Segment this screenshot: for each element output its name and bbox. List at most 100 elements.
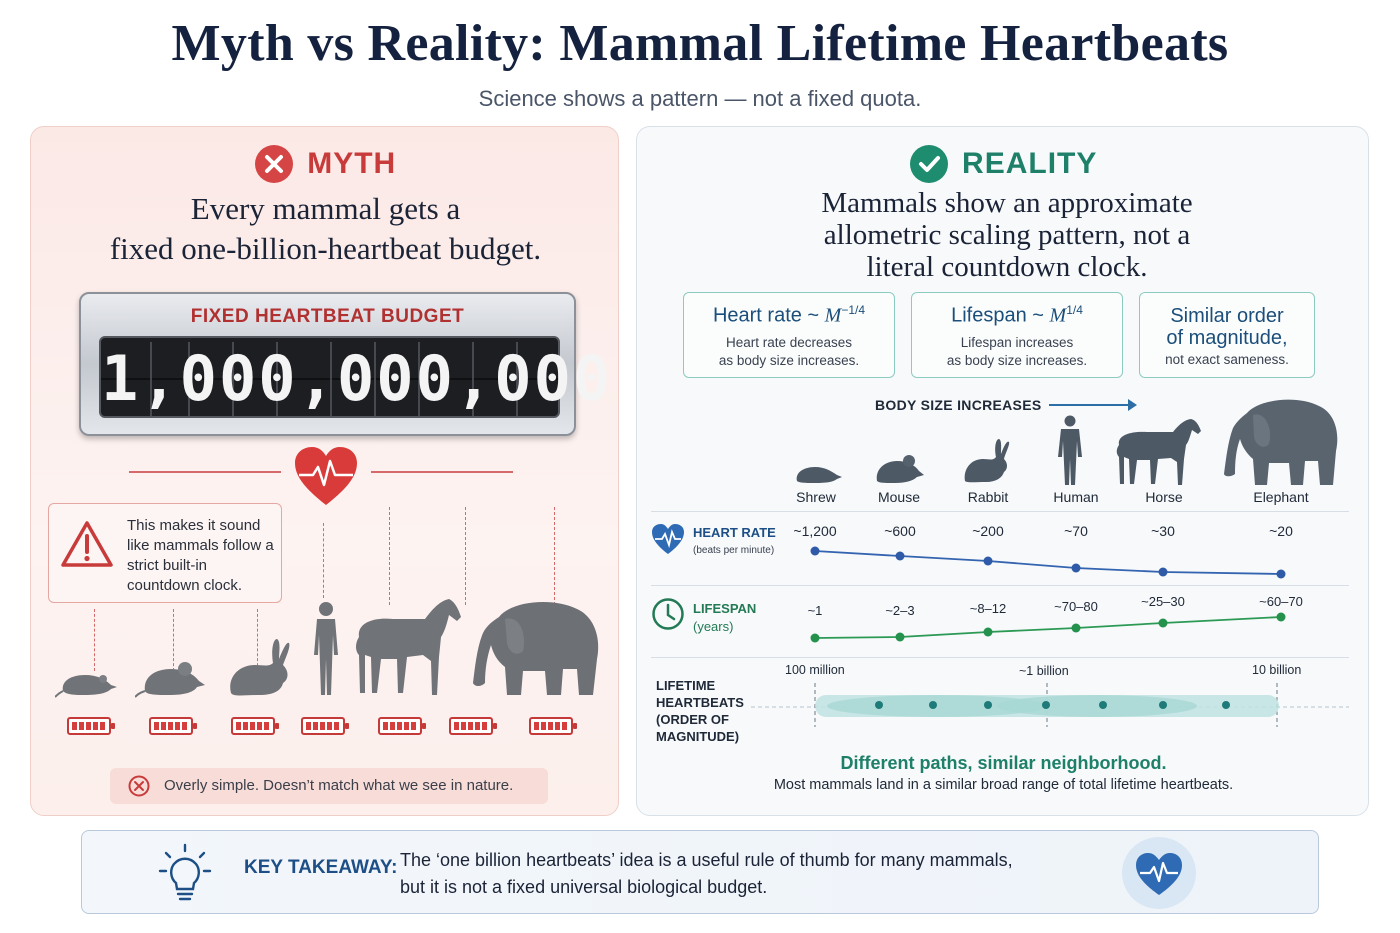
lifespan-value: ~60–70 (1259, 594, 1303, 609)
shrew-icon (55, 675, 117, 698)
lifespan-point (895, 632, 905, 642)
lifespan-value: ~25–30 (1141, 594, 1185, 609)
lifespan-scaling-title: Lifespan ~ M1/4 (951, 303, 1083, 327)
mouse-icon (876, 455, 924, 483)
key-takeaway-box: KEY TAKEAWAY: The ‘one billion heartbeat… (81, 830, 1319, 914)
reality-footer-title: Different paths, similar neighborhood. (840, 753, 1167, 773)
reality-label: REALITY (962, 147, 1098, 180)
check-circle-icon (909, 145, 948, 183)
axis-tick-100-million: 100 million (785, 663, 845, 677)
heart-rate-value: ~70 (1064, 523, 1088, 539)
human-icon (314, 602, 338, 695)
trend-lines (751, 546, 1349, 727)
animal-label-elephant: Elephant (1253, 489, 1309, 505)
rabbit-icon (964, 439, 1010, 483)
magnitude-desc: not exact sameness. (1165, 352, 1289, 367)
lifetime-heartbeats-label: LIFETIME HEARTBEATS (ORDER OF MAGNITUDE) (656, 678, 744, 744)
myth-panel: MYTH Every mammal gets a fixed one-billi… (30, 126, 619, 816)
counter-label: FIXED HEARTBEAT BUDGET (190, 306, 465, 327)
row-divider (651, 585, 1349, 586)
lifespan-value: ~1 (807, 603, 823, 618)
reality-statement-line-2: allometric scaling pattern, not a (823, 219, 1191, 251)
animal-label-human: Human (1053, 489, 1099, 505)
heart-pulse-icon (651, 523, 685, 560)
key-takeaway-line-2: but it is not a fixed universal biologic… (400, 877, 768, 897)
lifespan-point (983, 627, 993, 637)
reality-header: REALITY (637, 145, 1370, 183)
warning-box: This makes it sound like mammals follow … (48, 503, 282, 603)
animal-label-rabbit: Rabbit (967, 489, 1009, 505)
magnitude-title: Similar order of magnitude, (1166, 305, 1288, 349)
myth-statement-line-1: Every mammal gets a (190, 191, 461, 226)
lightbulb-icon (158, 843, 212, 908)
x-circle-icon (254, 145, 293, 183)
lifespan-scaling-desc: Lifespan increases as body size increases… (946, 334, 1088, 368)
row-divider (651, 511, 1349, 512)
animal-label-mouse: Mouse (877, 489, 921, 505)
myth-footer-text: Overly simple. Doesn’t match what we see… (164, 777, 514, 794)
heart-rate-scaling-desc: Heart rate decreases as body size increas… (718, 334, 860, 368)
counter-digit-dividers (101, 342, 562, 416)
magnitude-box: Similar order of magnitude, not exact sam… (1139, 292, 1315, 378)
lifetime-point (1099, 701, 1107, 709)
connector-line (257, 609, 258, 671)
lifetime-point (1159, 701, 1167, 709)
lifespan-label: LIFESPAN (693, 601, 757, 616)
horse-icon (356, 599, 461, 695)
reality-statement-line-3: literal countdown clock. (866, 251, 1148, 283)
page-subtitle: Science shows a pattern — not a fixed qu… (478, 86, 922, 111)
lifespan-point (1158, 618, 1168, 628)
divider-right (371, 471, 513, 473)
human-icon (1058, 415, 1082, 485)
lifetime-point (1042, 701, 1050, 709)
counter-display: 1,000,000,000 (99, 336, 613, 418)
heart-rate-scaling-title: Heart rate ~ M−1/4 (712, 303, 866, 327)
heartbeat-counter: FIXED HEARTBEAT BUDGET 1,000,000,000 (79, 292, 613, 436)
elephant-icon (473, 602, 599, 695)
heart-rate-value: ~30 (1151, 523, 1175, 539)
body-size-arrow-icon (1049, 399, 1137, 411)
lifespan-value: ~8–12 (969, 601, 1007, 616)
myth-statement-line-2: fixed one-billion-heartbeat budget. (109, 231, 542, 266)
elephant-icon (1224, 399, 1338, 485)
x-circle-outline-icon (128, 775, 150, 802)
warning-text: This makes it sound like mammals follow … (127, 517, 274, 594)
lifespan-value: ~70–80 (1054, 599, 1098, 614)
lifespan-value: ~2–3 (885, 603, 915, 618)
reality-statement-line-1: Mammals show an approximate (821, 187, 1193, 219)
battery-icon (67, 717, 115, 735)
heart-rate-point (895, 551, 905, 561)
body-size-label: BODY SIZE INCREASES (875, 397, 1042, 413)
rabbit-icon (230, 639, 290, 696)
battery-icon (231, 717, 279, 735)
myth-statement: Every mammal gets a fixed one-billion-he… (31, 189, 620, 269)
heart-rate-label: HEART RATE (693, 525, 776, 540)
battery-icon (378, 717, 426, 735)
lifespan-point (1276, 612, 1286, 622)
heart-rate-point (1158, 567, 1168, 577)
clock-icon (651, 597, 685, 636)
battery-icon (529, 717, 577, 735)
connector-line (94, 609, 95, 671)
axis-tick-1-billion: ~1 billion (1019, 664, 1069, 678)
animal-label-horse: Horse (1145, 489, 1183, 505)
key-takeaway-text: The ‘one billion heartbeats’ idea is a u… (400, 847, 1013, 901)
reality-statement: Mammals show an approximate allometric s… (637, 187, 1377, 283)
battery-icon (301, 717, 349, 735)
battery-icon (449, 717, 497, 735)
connector-line (173, 609, 174, 671)
lifetime-point (1222, 701, 1230, 709)
heart-rate-value: ~20 (1269, 523, 1293, 539)
heart-pulse-icon (1122, 837, 1196, 909)
page-title: Myth vs Reality: Mammal Lifetime Heartbe… (171, 15, 1229, 72)
counter-value: 1,000,000,000 (101, 342, 613, 415)
heart-rate-scaling-box: Heart rate ~ M−1/4 Heart rate decreases a… (683, 292, 895, 378)
heart-rate-unit: (beats per minute) (693, 545, 775, 556)
divider-left (129, 471, 281, 473)
heart-rate-value: ~600 (884, 523, 916, 539)
heart-rate-point (1071, 563, 1081, 573)
connector-line (389, 507, 390, 605)
lifetime-point (875, 701, 883, 709)
heart-pulse-icon (293, 445, 359, 512)
connector-line (554, 507, 555, 605)
